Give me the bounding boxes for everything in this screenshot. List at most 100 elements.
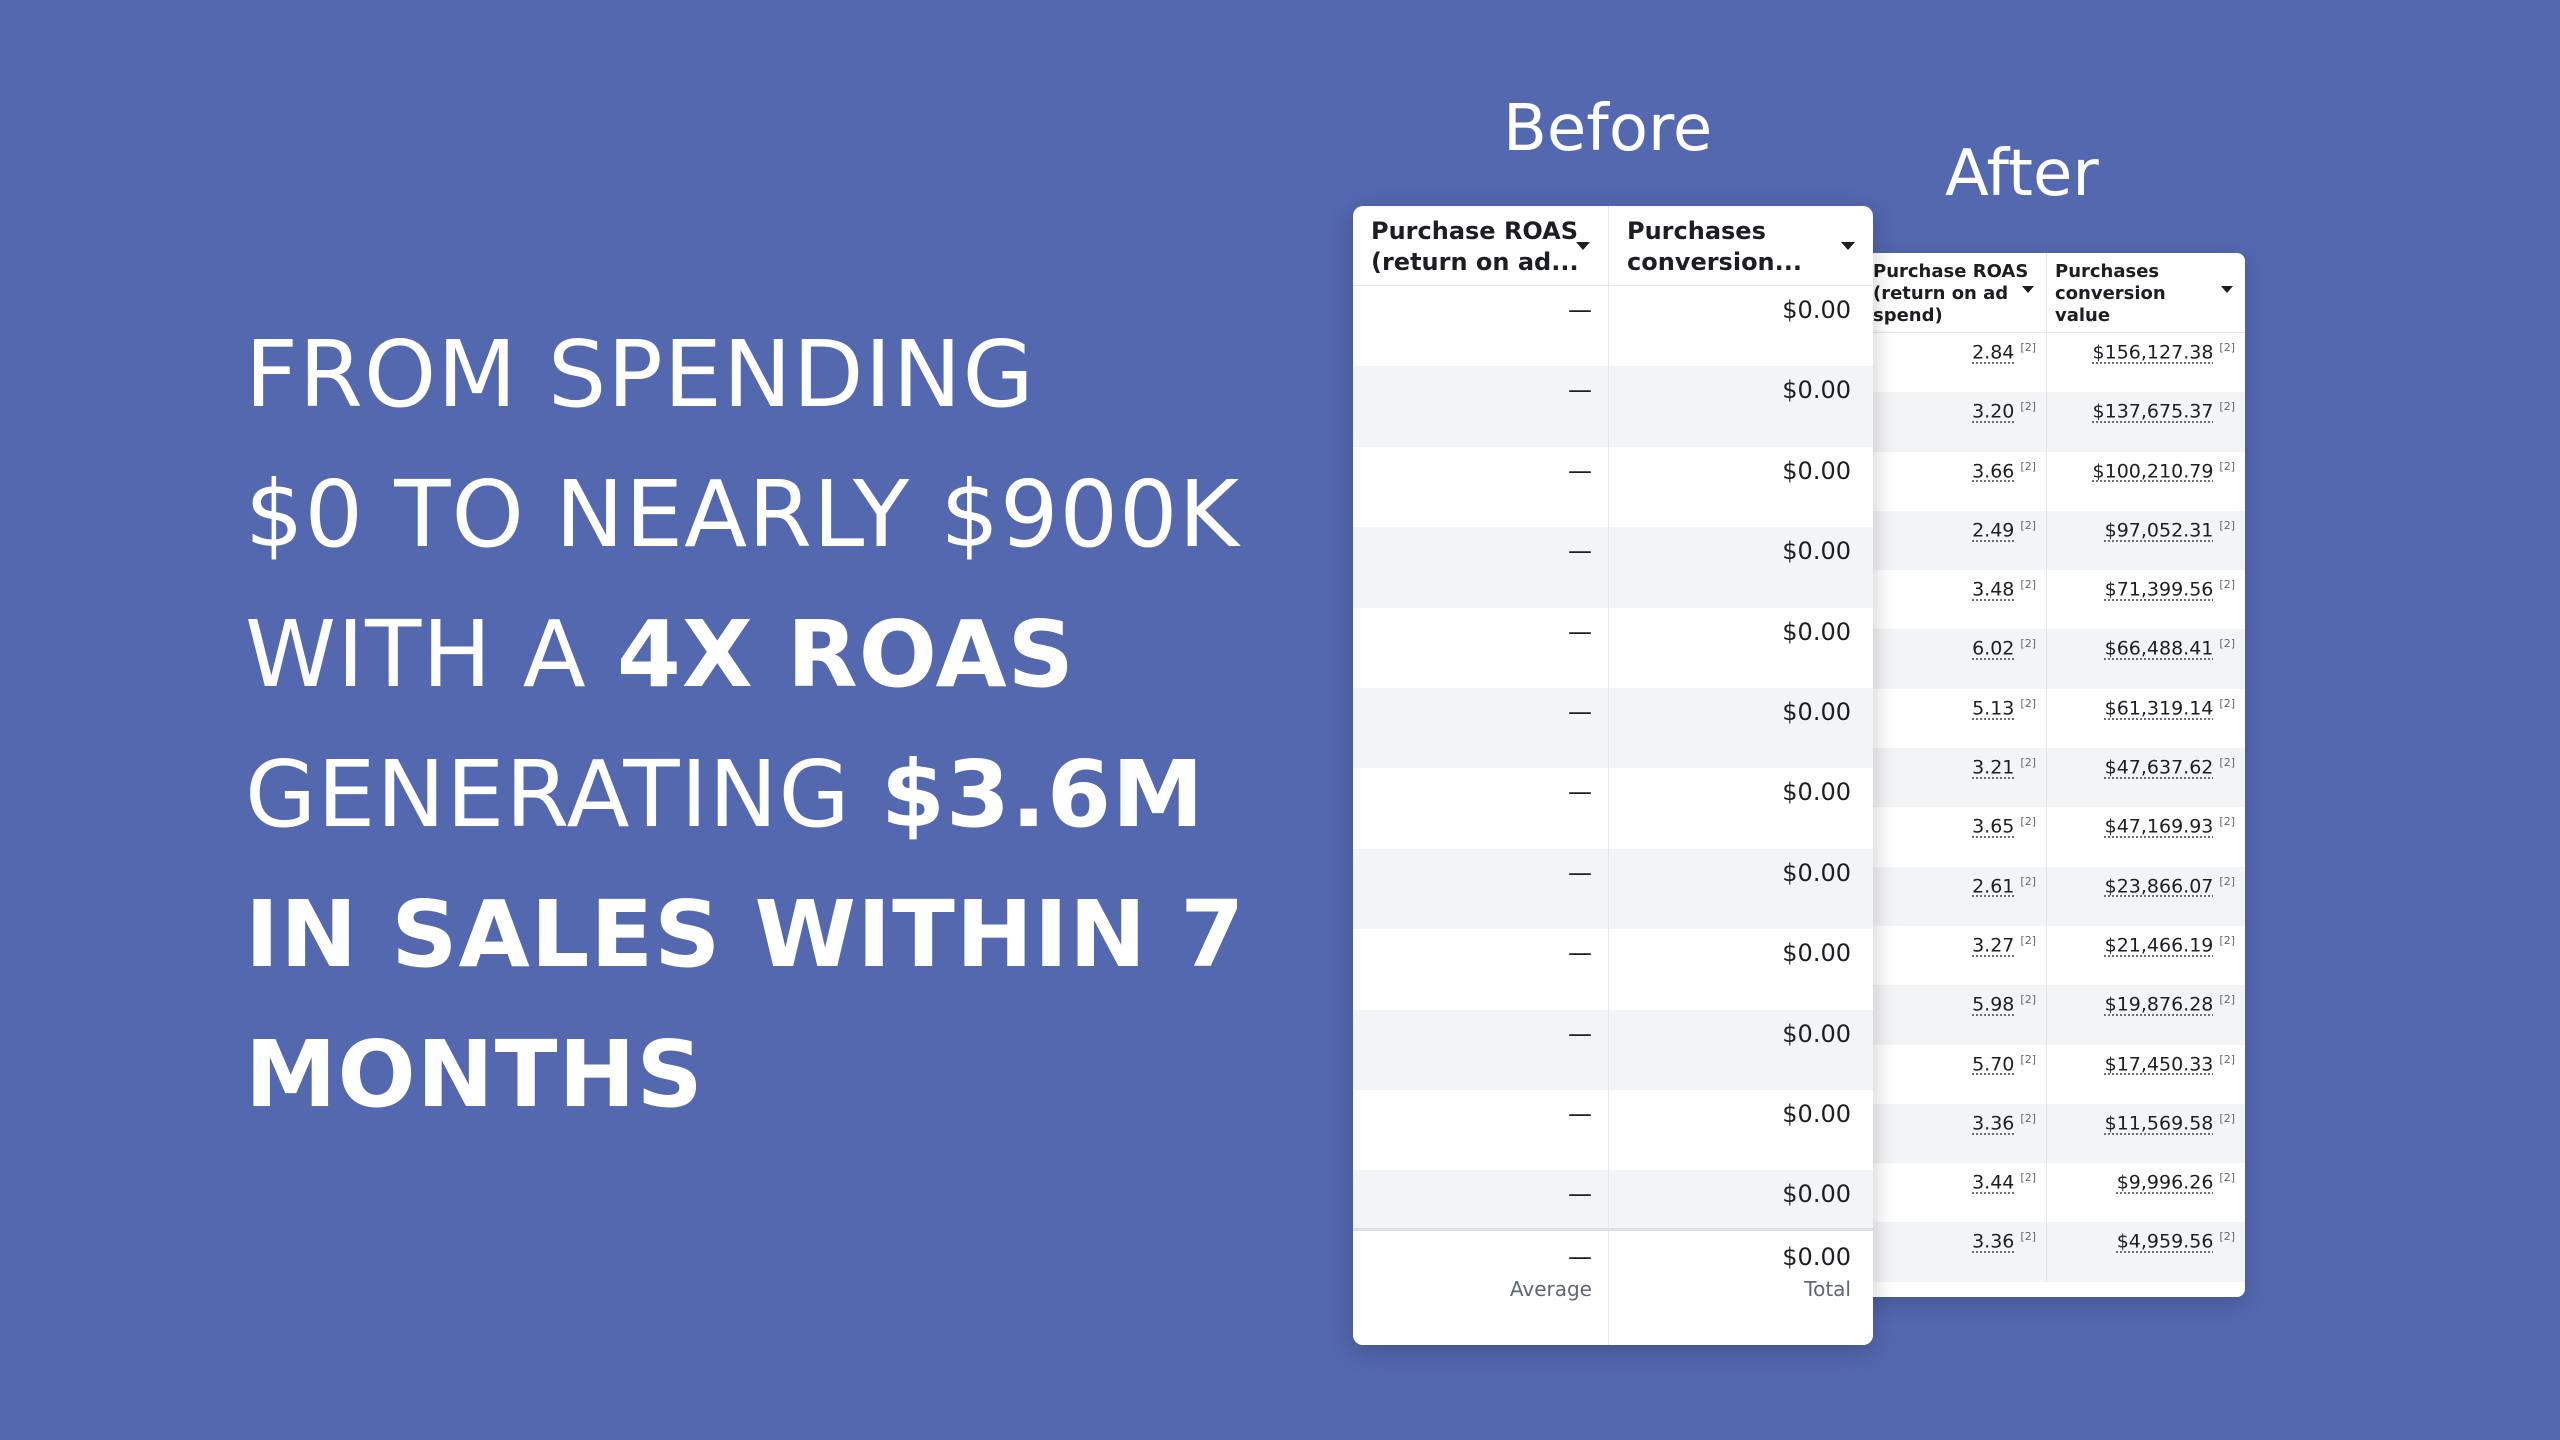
after-table-header: Purchase ROAS (return on ad spend) Purch…	[1865, 253, 2245, 333]
conversion-value-cell: $9,996.26 [2]	[2047, 1163, 2245, 1222]
conversion-value-cell: $61,319.14 [2]	[2047, 689, 2245, 748]
conversion-value[interactable]: $100,210.79	[2092, 459, 2214, 482]
roas-cell: 3.48 [2]	[1865, 570, 2047, 630]
chevron-down-icon[interactable]	[2221, 286, 2233, 293]
headline-line-4-bold: $3.6M	[881, 741, 1205, 848]
chevron-down-icon[interactable]	[2022, 286, 2034, 293]
roas-value[interactable]: 3.20	[1972, 400, 2015, 423]
conversion-value-cell: $11,569.58 [2]	[2047, 1104, 2245, 1163]
after-col-roas-header[interactable]: Purchase ROAS (return on ad spend)	[1865, 253, 2047, 332]
roas-value[interactable]: 5.70	[1972, 1052, 2015, 1075]
roas-cell: 3.36 [2]	[1865, 1103, 2047, 1164]
roas-cell: 3.65 [2]	[1865, 807, 2047, 867]
roas-cell: —	[1353, 1170, 1609, 1251]
after-table: Purchase ROAS (return on ad spend) Purch…	[1865, 253, 2245, 1297]
footnote-marker: [2]	[2020, 518, 2036, 532]
roas-value[interactable]: 2.61	[1972, 875, 2015, 897]
before-col-value-header[interactable]: Purchases conversion...	[1609, 206, 1873, 285]
roas-cell: —	[1353, 446, 1609, 528]
footnote-marker: [2]	[2219, 518, 2235, 532]
roas-value[interactable]: 5.13	[1972, 697, 2015, 720]
conversion-value-cell: $137,675.37 [2]	[2047, 392, 2245, 451]
conversion-value[interactable]: $9,996.26	[2116, 1171, 2214, 1194]
table-row: 2.84 [2] $156,127.38 [2]	[1865, 333, 2245, 393]
conversion-value[interactable]: $47,637.62	[2104, 756, 2214, 779]
headline-line-1: FROM SPENDING	[245, 321, 1035, 428]
conversion-value[interactable]: $156,127.38	[2092, 341, 2214, 364]
conversion-value-cell: $156,127.38 [2]	[2047, 333, 2245, 392]
roas-value[interactable]: 3.21	[1972, 756, 2015, 779]
after-col-value-header[interactable]: Purchases conversion value	[2047, 253, 2245, 332]
conversion-value[interactable]: $4,959.56	[2116, 1230, 2214, 1253]
roas-cell: —	[1353, 687, 1609, 769]
conversion-value-cell: $0.00	[1782, 858, 1851, 887]
conversion-value-cell: $0.00	[1782, 697, 1851, 726]
roas-value[interactable]: 3.65	[1972, 815, 2015, 838]
conversion-value[interactable]: $21,466.19	[2104, 934, 2214, 957]
headline-line-4: GENERATING $3.6M	[245, 725, 1295, 865]
conversion-value-cell: $97,052.31 [2]	[2047, 511, 2245, 570]
conversion-value-cell: $47,169.93 [2]	[2047, 807, 2245, 866]
conversion-value[interactable]: $11,569.58	[2104, 1112, 2214, 1135]
footnote-marker: [2]	[2020, 993, 2036, 1007]
footnote-marker: [2]	[2219, 696, 2235, 710]
conversion-value-cell: $21,466.19 [2]	[2047, 926, 2245, 985]
roas-value[interactable]: 3.36	[1972, 1112, 2015, 1135]
table-row: 3.65 [2] $47,169.93 [2]	[1865, 807, 2245, 867]
after-col-value-header-line3: value	[2055, 305, 2111, 326]
roas-cell: 6.02 [2]	[1865, 629, 2047, 689]
before-col-roas-header[interactable]: Purchase ROAS (return on ad...	[1353, 206, 1609, 285]
conversion-value-cell: $100,210.79 [2]	[2047, 452, 2245, 511]
roas-cell: —	[1353, 929, 1609, 1010]
conversion-value-cell: $4,959.56 [2]	[2047, 1222, 2245, 1281]
chevron-down-icon[interactable]	[1576, 242, 1590, 250]
footnote-marker: [2]	[2219, 815, 2235, 829]
footnote-marker: [2]	[2219, 341, 2235, 354]
conversion-value[interactable]: $97,052.31	[2104, 519, 2214, 542]
conversion-value[interactable]: $71,399.56	[2104, 578, 2214, 601]
table-row: 5.70 [2] $17,450.33 [2]	[1865, 1044, 2245, 1104]
footnote-marker: [2]	[2219, 459, 2235, 473]
conversion-value-cell: $0.00	[1782, 778, 1851, 807]
footnote-marker: [2]	[2219, 756, 2235, 770]
roas-value[interactable]: 3.44	[1972, 1171, 2015, 1194]
roas-value[interactable]: 3.48	[1972, 578, 2015, 601]
conversion-value[interactable]: $19,876.28	[2104, 993, 2214, 1016]
conversion-value[interactable]: $137,675.37	[2092, 400, 2214, 423]
roas-value[interactable]: 3.36	[1972, 1230, 2015, 1253]
chevron-down-icon[interactable]	[1841, 242, 1855, 250]
footnote-marker: [2]	[2020, 696, 2036, 710]
roas-value[interactable]: 3.27	[1972, 934, 2015, 957]
headline: FROM SPENDING $0 TO NEARLY $900K WITH A …	[245, 305, 1295, 1145]
roas-cell: 3.21 [2]	[1865, 748, 2047, 808]
table-row: 3.20 [2] $137,675.37 [2]	[1865, 392, 2245, 452]
conversion-value-cell: $47,637.62 [2]	[2047, 748, 2245, 807]
table-row: 3.48 [2] $71,399.56 [2]	[1865, 570, 2245, 630]
conversion-value[interactable]: $47,169.93	[2104, 815, 2214, 838]
roas-value[interactable]: 6.02	[1972, 637, 2015, 660]
roas-cell: 2.84 [2]	[1865, 333, 2047, 393]
before-col-value-header-line1: Purchases	[1627, 217, 1766, 245]
table-row: — $0.00	[1353, 687, 1873, 769]
roas-cell: —	[1353, 768, 1609, 849]
conversion-value[interactable]: $23,866.07	[2104, 875, 2214, 897]
table-row: — $0.00	[1353, 848, 1873, 930]
conversion-value-cell: $0.00	[1782, 1180, 1851, 1209]
after-table-body: 2.84 [2] $156,127.38 [2] 3.20 [2] $137,675.37 […	[1865, 333, 2245, 1282]
table-row: 2.61 [2] $23,866.07 [2]	[1865, 866, 2245, 926]
roas-value[interactable]: 5.98	[1972, 993, 2015, 1016]
conversion-value[interactable]: $61,319.14	[2104, 697, 2214, 720]
conversion-value[interactable]: $17,450.33	[2104, 1052, 2214, 1075]
before-table: Purchase ROAS (return on ad... Purchases…	[1353, 206, 1873, 1345]
table-row: 3.21 [2] $47,637.62 [2]	[1865, 748, 2245, 808]
roas-cell: 3.66 [2]	[1865, 451, 2047, 511]
footnote-marker: [2]	[2219, 874, 2235, 888]
roas-value[interactable]: 2.84	[1972, 341, 2015, 364]
headline-line-3-bold: 4X ROAS	[616, 601, 1075, 708]
roas-value[interactable]: 2.49	[1972, 519, 2015, 542]
conversion-value-cell: $23,866.07 [2]	[2047, 867, 2245, 926]
roas-value[interactable]: 3.66	[1972, 459, 2015, 482]
conversion-value[interactable]: $66,488.41	[2104, 637, 2214, 660]
conversion-value-cell: $0.00	[1782, 376, 1851, 405]
table-row: — $0.00	[1353, 1089, 1873, 1171]
